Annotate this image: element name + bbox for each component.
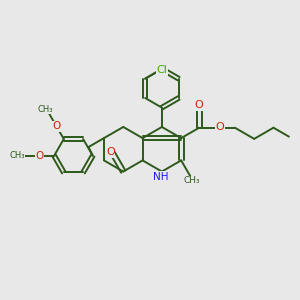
Text: O: O	[216, 122, 224, 132]
Text: CH₃: CH₃	[183, 176, 200, 185]
Text: O: O	[35, 151, 44, 161]
Text: CH₃: CH₃	[38, 105, 53, 114]
Text: Cl: Cl	[156, 65, 167, 75]
Text: CH₃: CH₃	[9, 151, 25, 160]
Text: O: O	[106, 147, 115, 157]
Text: NH: NH	[153, 172, 168, 182]
Text: O: O	[52, 121, 61, 131]
Text: O: O	[194, 100, 203, 110]
